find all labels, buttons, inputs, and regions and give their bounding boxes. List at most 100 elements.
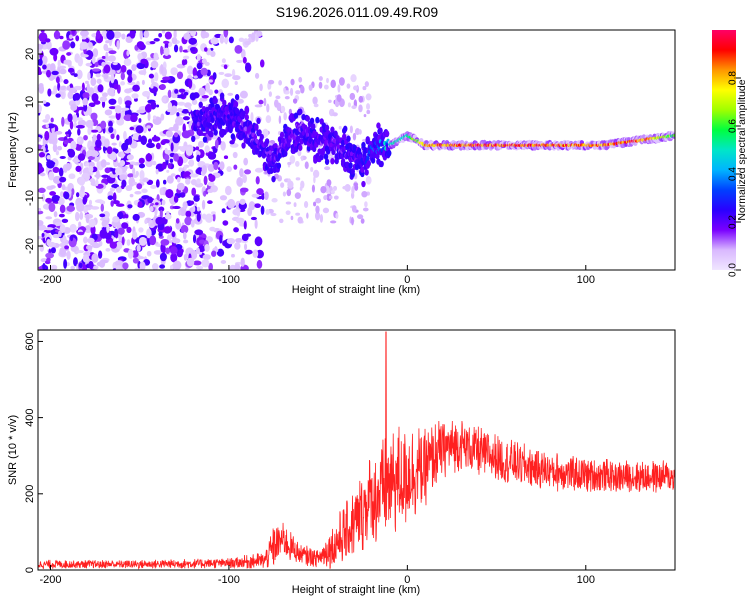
spectrogram-cell xyxy=(87,71,91,81)
spectrogram-cell xyxy=(234,242,241,250)
spectrogram-cell xyxy=(207,164,215,172)
spectrogram-cell xyxy=(38,219,44,227)
spectrogram-cell xyxy=(236,98,244,104)
spectrogram-cell xyxy=(366,103,371,110)
spectrogram-cell xyxy=(189,92,197,101)
spectrogram-cell xyxy=(149,205,154,212)
spectrogram-cell xyxy=(324,158,330,165)
spectrogram-ylabel: Frequency (Hz) xyxy=(7,112,19,188)
spectrogram-cell xyxy=(198,101,203,108)
spectrogram-cell xyxy=(76,250,85,254)
spectrogram-cell xyxy=(351,105,357,110)
colorbar-tick-label: 0.6 xyxy=(728,119,739,133)
spectrogram-cell xyxy=(342,185,348,190)
spectrogram-cell xyxy=(108,98,117,105)
spectrogram-cell xyxy=(120,72,125,81)
spectrogram-cell xyxy=(365,93,372,101)
spectrogram-cell xyxy=(219,128,225,138)
spectrogram-cell xyxy=(111,142,117,146)
spectrogram-cell xyxy=(283,150,288,157)
spectrogram-cell xyxy=(126,154,134,161)
spectrogram-cell xyxy=(103,61,112,66)
spectrogram-cell xyxy=(176,107,183,113)
spectrogram-cell xyxy=(45,216,53,220)
spectrogram-cell xyxy=(212,72,217,80)
spectrogram-cell xyxy=(219,92,225,99)
spectrogram-cell xyxy=(139,169,145,180)
spectrogram-cell xyxy=(295,160,300,167)
spectrogram-cell xyxy=(142,90,151,97)
spectrogram-cell xyxy=(332,185,338,191)
spectrogram-cell xyxy=(121,142,129,151)
spectrogram-cell xyxy=(152,160,157,166)
spectrogram-cell xyxy=(132,167,136,176)
spectrogram-cell xyxy=(232,151,238,159)
spectrogram-cell xyxy=(185,178,191,185)
spectrogram-cell xyxy=(280,105,286,113)
spectrogram-cell xyxy=(189,173,199,178)
spectrogram-cell xyxy=(48,202,56,213)
spectrogram-cell xyxy=(228,36,234,44)
spectrogram-cell xyxy=(198,245,206,253)
spectrogram-cell xyxy=(73,257,78,267)
spectrogram-cell xyxy=(59,155,66,159)
colorbar-label: Normalized spectral amplitude xyxy=(736,79,748,220)
spectrogram-cell xyxy=(350,74,357,83)
spectrogram-cell xyxy=(138,118,142,123)
spectrogram-cell xyxy=(209,226,216,232)
spectrogram-cell xyxy=(353,85,359,91)
spectrogram-cell xyxy=(293,202,297,208)
spectrogram-cell xyxy=(259,83,263,92)
spectrogram-cell xyxy=(63,191,70,200)
y-tick-label: 200 xyxy=(24,485,36,503)
spectrogram-cell xyxy=(121,222,129,229)
spectrogram-cell xyxy=(82,97,89,106)
spectrogram-cell xyxy=(49,63,56,72)
spectrogram-cell xyxy=(324,124,330,132)
spectrogram-cell xyxy=(63,79,69,85)
spectrogram-cell xyxy=(77,231,85,236)
spectrogram-cell xyxy=(38,187,46,193)
spectrogram-cell xyxy=(141,188,148,194)
spectrogram-cell xyxy=(116,134,120,141)
spectrogram-cell xyxy=(132,231,138,240)
spectrogram-cell xyxy=(105,162,111,166)
spectrogram-cell xyxy=(352,132,357,141)
spectrogram-cell xyxy=(182,231,187,240)
spectrogram-cell xyxy=(112,62,118,66)
spectrogram-cell xyxy=(174,116,184,126)
spectrogram-cell xyxy=(303,201,309,208)
x-tick-label: -200 xyxy=(39,574,61,586)
spectrogram-cell xyxy=(220,141,226,151)
spectrogram-cell xyxy=(114,167,123,176)
spectrogram-cell xyxy=(88,199,93,206)
snr-x-axis: -200 -100 0 100 xyxy=(39,565,595,586)
spectrogram-cell xyxy=(103,138,110,148)
spectrogram-cell xyxy=(366,160,372,167)
spectrogram-cell xyxy=(318,134,323,140)
spectrogram-cell xyxy=(88,165,94,173)
spectrogram-cell xyxy=(211,211,216,215)
spectrogram-cell xyxy=(279,131,285,139)
spectrogram-cell xyxy=(182,116,190,121)
spectrogram-cell xyxy=(45,252,55,259)
spectrogram-cell xyxy=(61,116,65,127)
spectrogram-cell xyxy=(268,79,275,85)
spectrogram-cell xyxy=(116,40,121,50)
colorbar-tick-label: 0.4 xyxy=(728,167,739,181)
spectrogram-cell xyxy=(200,30,207,39)
spectrogram-cell xyxy=(365,176,372,185)
spectrogram-cell xyxy=(105,248,111,252)
spectrogram-cell xyxy=(161,244,166,254)
spectrogram-cell xyxy=(173,153,179,162)
spectrogram-cell xyxy=(379,160,384,168)
spectrogram-cell xyxy=(165,130,173,138)
spectrogram-cell xyxy=(137,201,143,208)
spectrogram-cell xyxy=(129,161,137,165)
spectrogram-cell xyxy=(120,151,125,159)
spectrogram-cell xyxy=(193,202,198,207)
spectrogram-cell xyxy=(59,68,67,75)
spectrogram-cell xyxy=(146,125,151,129)
spectrogram-cell xyxy=(146,250,152,257)
spectrogram-cell xyxy=(208,89,213,96)
